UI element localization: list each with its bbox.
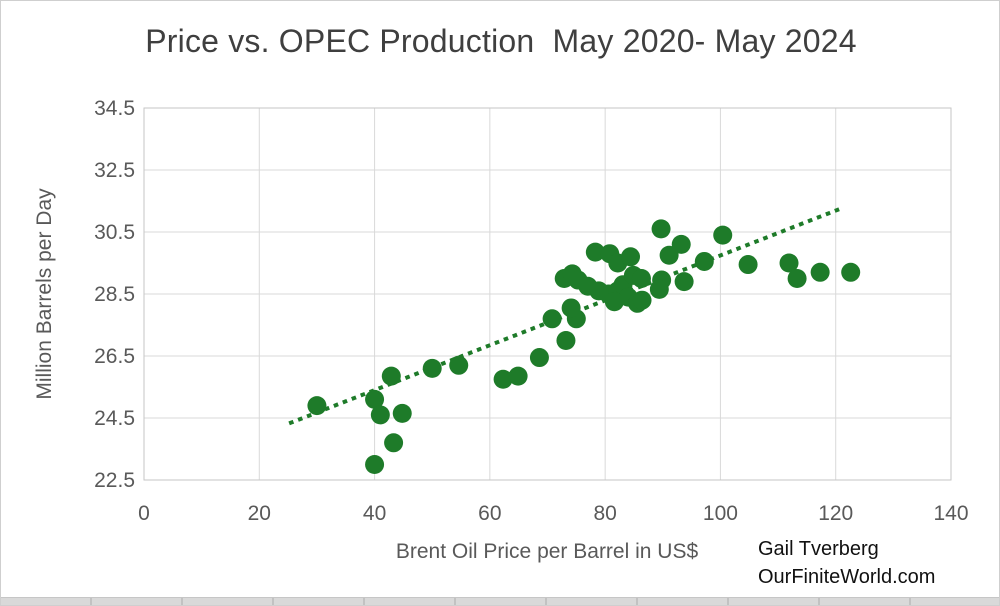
data-point — [841, 262, 861, 282]
data-point — [713, 225, 733, 245]
data-point — [449, 355, 469, 375]
gridlines — [143, 107, 952, 481]
data-point — [556, 331, 576, 350]
y-tick-label: 28.5 — [94, 283, 135, 306]
data-point — [381, 366, 401, 386]
y-tick-label: 30.5 — [94, 221, 135, 244]
x-tick-label: 60 — [478, 502, 501, 525]
y-tick-label: 22.5 — [94, 469, 135, 492]
x-tick-labels: 0 20 40 60 80 100 120 140 — [138, 502, 968, 525]
data-point — [307, 396, 327, 416]
data-point — [649, 279, 669, 299]
data-point — [604, 292, 624, 312]
data-point — [674, 272, 694, 292]
data-point — [659, 245, 679, 265]
data-point — [631, 269, 651, 288]
attribution-name: Gail Tverberg — [758, 538, 879, 560]
data-point — [810, 262, 830, 282]
y-tick-label: 26.5 — [94, 345, 135, 368]
data-point — [561, 298, 581, 318]
data-points-layer — [307, 219, 861, 474]
x-tick-label: 0 — [138, 502, 150, 525]
data-point — [585, 242, 605, 262]
attribution: Gail Tverberg OurFiniteWorld.com — [758, 535, 935, 591]
data-point — [694, 251, 714, 271]
data-point — [632, 290, 652, 310]
attribution-site: OurFiniteWorld.com — [758, 566, 936, 588]
data-point — [370, 405, 390, 425]
y-axis-title: Million Barrels per Day — [33, 188, 56, 400]
data-point — [621, 247, 641, 267]
x-tick-label: 100 — [703, 502, 738, 525]
data-point — [671, 234, 691, 254]
x-tick-label: 20 — [248, 502, 271, 525]
data-point — [384, 433, 404, 453]
x-tick-label: 140 — [933, 502, 968, 525]
y-tick-label: 32.5 — [94, 159, 135, 182]
chart-title: Price vs. OPEC Production May 2020- May … — [145, 23, 857, 59]
y-tick-label: 34.5 — [94, 97, 135, 120]
data-point — [787, 269, 807, 288]
x-tick-label: 40 — [363, 502, 386, 525]
data-point — [392, 403, 412, 423]
data-point — [779, 253, 799, 273]
data-point — [651, 219, 671, 239]
x-axis-title: Brent Oil Price per Barrel in US$ — [396, 540, 699, 563]
data-point — [508, 366, 528, 386]
data-point — [529, 348, 549, 368]
data-point — [422, 358, 442, 378]
x-tick-label: 120 — [818, 502, 853, 525]
data-point — [493, 369, 513, 389]
data-point — [738, 255, 758, 275]
y-tick-label: 24.5 — [94, 407, 135, 430]
data-point — [365, 455, 385, 474]
data-point — [542, 309, 562, 329]
spreadsheet-row-edge — [1, 597, 999, 605]
x-tick-label: 80 — [593, 502, 616, 525]
data-point — [365, 389, 385, 409]
y-tick-labels: 22.5 24.5 26.5 28.5 30.5 32.5 34.5 — [94, 97, 135, 492]
plot-border — [143, 107, 952, 481]
